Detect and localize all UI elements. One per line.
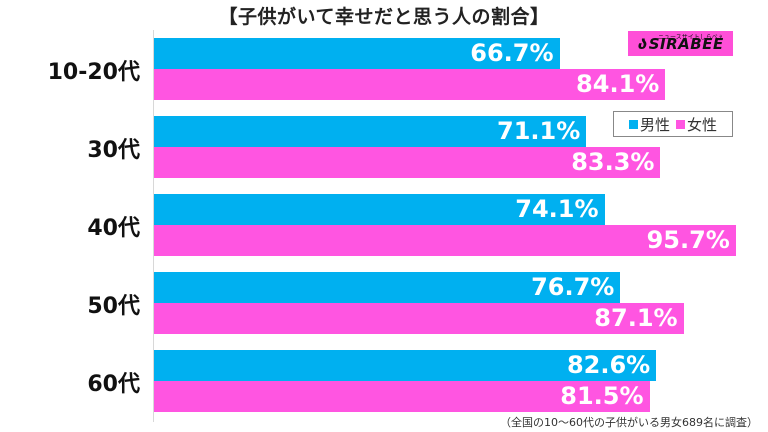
logo-tagline: ニュースサイトしらべぇ — [658, 34, 724, 41]
category-label: 40代 — [87, 216, 140, 241]
legend-item-male: 男性 — [628, 114, 670, 135]
bar-female: 87.1% — [154, 303, 684, 334]
bar-value-label: 84.1% — [576, 70, 660, 98]
legend: 男性 女性 — [613, 111, 733, 137]
bar-value-label: 76.7% — [531, 273, 615, 301]
bar-value-label: 87.1% — [594, 304, 678, 332]
logo-mark-icon: ა — [637, 33, 647, 54]
bar-value-label: 66.7% — [470, 39, 554, 67]
legend-item-female: 女性 — [676, 114, 717, 135]
chart-title: 【子供がいて幸せだと思う人の割合】 — [218, 6, 550, 28]
bar-value-label: 74.1% — [515, 195, 599, 223]
bar-value-label: 71.1% — [497, 117, 581, 145]
bar-female: 95.7% — [154, 225, 736, 256]
sirabee-logo: ニュースサイトしらべぇ ა SIRABEE — [628, 31, 733, 56]
bar-male: 76.7% — [154, 272, 621, 303]
bar-value-label: 95.7% — [646, 226, 730, 254]
bar-male: 82.6% — [154, 350, 657, 381]
footnote: （全国の10～60代の子供がいる男女689名に調査） — [500, 416, 758, 429]
bar-female: 81.5% — [154, 381, 650, 412]
legend-label-male: 男性 — [639, 115, 670, 134]
category-label: 10-20代 — [47, 60, 140, 85]
legend-label-female: 女性 — [687, 115, 718, 134]
logo-wordmark: SIRABEE — [648, 34, 724, 53]
category-axis-line — [153, 30, 154, 422]
male-swatch-icon — [628, 119, 638, 129]
bar-female: 84.1% — [154, 69, 666, 100]
category-label: 30代 — [87, 138, 140, 163]
bar-female: 83.3% — [154, 147, 661, 178]
bar-male: 71.1% — [154, 116, 587, 147]
bar-male: 66.7% — [154, 38, 560, 69]
category-label: 60代 — [87, 372, 140, 397]
female-swatch-icon — [676, 119, 685, 129]
bar-value-label: 83.3% — [571, 148, 655, 176]
bar-value-label: 82.6% — [566, 351, 651, 379]
bar-value-label: 81.5% — [560, 382, 644, 410]
category-label: 50代 — [87, 294, 140, 319]
bar-male: 74.1% — [154, 194, 605, 225]
